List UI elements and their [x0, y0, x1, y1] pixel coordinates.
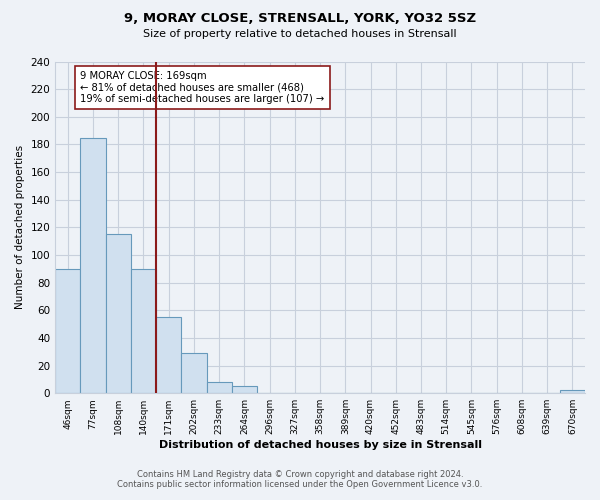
Bar: [106, 234, 131, 393]
Bar: [80, 138, 106, 393]
Text: Size of property relative to detached houses in Strensall: Size of property relative to detached ho…: [143, 29, 457, 39]
Bar: [131, 269, 156, 393]
Bar: [156, 317, 181, 393]
Bar: [560, 390, 585, 393]
Bar: [181, 353, 206, 393]
Text: Contains HM Land Registry data © Crown copyright and database right 2024.
Contai: Contains HM Land Registry data © Crown c…: [118, 470, 482, 489]
Text: 9, MORAY CLOSE, STRENSALL, YORK, YO32 5SZ: 9, MORAY CLOSE, STRENSALL, YORK, YO32 5S…: [124, 12, 476, 26]
Bar: [206, 382, 232, 393]
Bar: [55, 269, 80, 393]
Y-axis label: Number of detached properties: Number of detached properties: [15, 146, 25, 310]
Bar: [232, 386, 257, 393]
X-axis label: Distribution of detached houses by size in Strensall: Distribution of detached houses by size …: [158, 440, 482, 450]
Text: 9 MORAY CLOSE: 169sqm
← 81% of detached houses are smaller (468)
19% of semi-det: 9 MORAY CLOSE: 169sqm ← 81% of detached …: [80, 71, 325, 104]
